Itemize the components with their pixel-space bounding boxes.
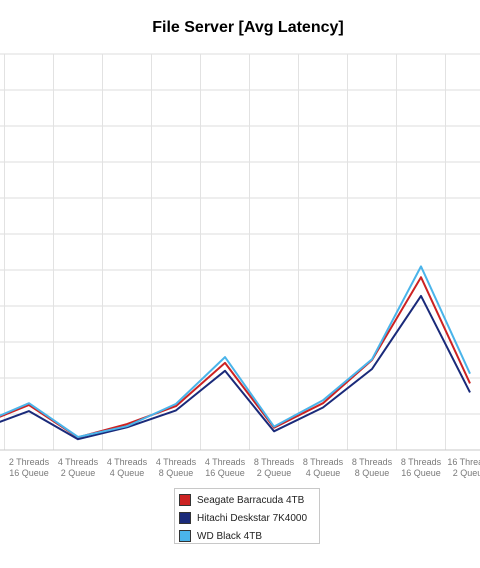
series-layer <box>0 265 471 441</box>
gridlines <box>0 53 480 451</box>
legend-entry: WD Black 4TB <box>179 527 315 545</box>
series-line <box>0 265 471 438</box>
legend-label: WD Black 4TB <box>197 530 263 542</box>
legend-label: Seagate Barracuda 4TB <box>197 494 305 506</box>
chart-title: File Server [Avg Latency] <box>152 19 344 36</box>
legend-entry: Hitachi Deskstar 7K4000 <box>179 509 315 527</box>
x-tick-label: 4 Threads 4 Queue <box>107 457 148 478</box>
legend-label: Hitachi Deskstar 7K4000 <box>197 512 308 524</box>
x-tick-label: 2 Threads 16 Queue <box>9 457 50 478</box>
x-tick-label: 4 Threads 2 Queue <box>58 457 99 478</box>
x-tick-label: 8 Threads 8 Queue <box>352 457 393 478</box>
legend-swatch <box>179 494 191 506</box>
series-line <box>0 294 471 441</box>
x-tick-label: 4 Threads 16 Queue <box>205 457 246 478</box>
legend-swatch <box>179 512 191 524</box>
legend-swatch <box>179 530 191 542</box>
legend-entry: Seagate Barracuda 4TB <box>179 491 315 509</box>
series-line <box>0 276 471 439</box>
x-tick-label: 8 Threads 2 Queue <box>254 457 295 478</box>
x-tick-label: 8 Threads 16 Queue <box>401 457 442 478</box>
x-tick-label: 8 Threads 4 Queue <box>303 457 344 478</box>
x-tick-label: 4 Threads 8 Queue <box>156 457 197 478</box>
chart-legend: Seagate Barracuda 4TB Hitachi Deskstar 7K… <box>174 488 320 544</box>
